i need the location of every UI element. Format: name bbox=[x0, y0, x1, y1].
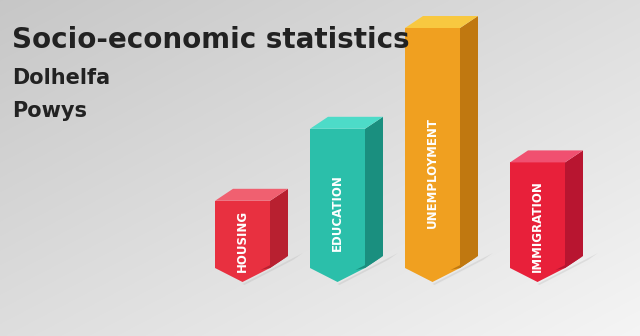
Text: HOUSING: HOUSING bbox=[236, 210, 249, 272]
Text: Socio-economic statistics: Socio-economic statistics bbox=[12, 26, 410, 54]
Polygon shape bbox=[365, 117, 383, 268]
Polygon shape bbox=[310, 129, 365, 268]
Polygon shape bbox=[260, 256, 288, 270]
Polygon shape bbox=[433, 253, 493, 285]
Polygon shape bbox=[405, 268, 460, 282]
Polygon shape bbox=[510, 162, 565, 268]
Polygon shape bbox=[337, 253, 398, 285]
Polygon shape bbox=[270, 189, 288, 268]
Polygon shape bbox=[510, 151, 583, 162]
Polygon shape bbox=[510, 268, 565, 282]
Polygon shape bbox=[405, 16, 478, 28]
Polygon shape bbox=[215, 268, 270, 282]
Text: Powys: Powys bbox=[12, 101, 87, 121]
Polygon shape bbox=[215, 201, 270, 268]
Text: Dolhelfa: Dolhelfa bbox=[12, 68, 110, 88]
Polygon shape bbox=[451, 256, 478, 270]
Text: IMMIGRATION: IMMIGRATION bbox=[531, 180, 544, 272]
Polygon shape bbox=[538, 253, 598, 285]
Polygon shape bbox=[355, 256, 383, 270]
Text: UNEMPLOYMENT: UNEMPLOYMENT bbox=[426, 117, 439, 227]
Polygon shape bbox=[556, 256, 583, 270]
Polygon shape bbox=[310, 117, 383, 129]
Polygon shape bbox=[310, 268, 365, 282]
Polygon shape bbox=[405, 28, 460, 268]
Polygon shape bbox=[565, 151, 583, 268]
Polygon shape bbox=[215, 189, 288, 201]
Polygon shape bbox=[243, 253, 303, 285]
Polygon shape bbox=[460, 16, 478, 268]
Text: EDUCATION: EDUCATION bbox=[331, 174, 344, 251]
